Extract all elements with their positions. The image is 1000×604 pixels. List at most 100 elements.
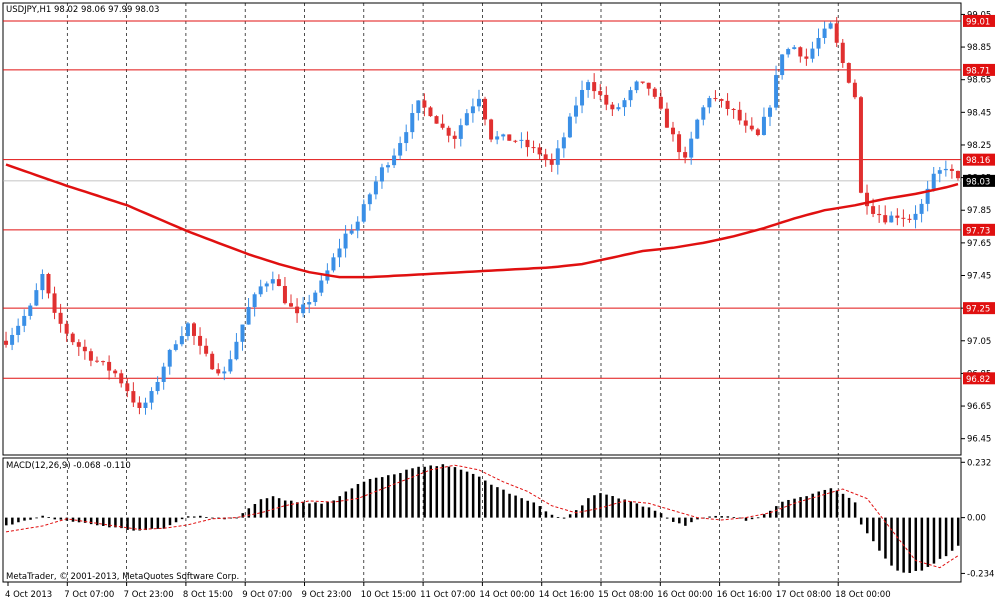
macd-bar: [150, 517, 154, 529]
candle: [792, 44, 797, 50]
macd-y-axis: 0.232 0.00 -0.234: [961, 458, 994, 579]
candle-body: [616, 107, 621, 110]
macd-bar: [95, 517, 99, 526]
candle: [422, 93, 427, 117]
candle-body: [386, 165, 391, 168]
candle-body: [931, 173, 936, 189]
candle-body: [434, 116, 439, 124]
candle: [343, 225, 348, 258]
candle: [573, 96, 578, 124]
macd-bar: [35, 517, 38, 519]
candle: [119, 369, 124, 388]
candle-body: [76, 342, 81, 347]
price-y-tick-label: 98.65: [967, 76, 991, 86]
candle: [701, 105, 706, 126]
candle: [131, 382, 136, 407]
macd-bar: [344, 491, 348, 518]
candle-body: [428, 107, 433, 117]
candle: [755, 127, 760, 137]
candle-body: [82, 346, 87, 352]
macd-bar: [538, 506, 542, 518]
candle: [28, 303, 33, 320]
candle: [798, 46, 803, 63]
candle-body: [252, 294, 257, 308]
macd-bar: [23, 517, 26, 521]
candle-body: [22, 315, 27, 326]
macd-bar: [793, 498, 796, 518]
candle-body: [131, 391, 136, 403]
candle: [664, 102, 669, 128]
candle-body: [707, 98, 712, 108]
candle: [252, 292, 257, 317]
macd-bar: [83, 517, 87, 523]
candle-body: [452, 135, 457, 139]
macd-bar: [623, 499, 626, 518]
candle-body: [464, 113, 469, 126]
macd-bar: [726, 516, 730, 518]
macd-bar: [405, 469, 408, 518]
macd-bar: [775, 506, 778, 518]
candle-body: [410, 113, 415, 133]
macd-bar: [750, 517, 754, 520]
candle-body: [580, 89, 585, 106]
x-tick-label: 4 Oct 2013: [5, 590, 52, 600]
level-lines: 99.01 98.71 98.16 97.73 97.25 96.82: [3, 14, 995, 385]
candle: [925, 180, 930, 212]
macd-bar: [283, 500, 287, 518]
candle: [749, 117, 754, 132]
candle: [458, 118, 463, 147]
candle-body: [573, 105, 578, 117]
candle: [652, 86, 657, 99]
candle: [349, 224, 354, 235]
candle-body: [670, 127, 675, 135]
candle: [470, 98, 475, 123]
candle-body: [925, 188, 930, 204]
candle-body: [501, 134, 506, 137]
candle: [689, 131, 694, 165]
level-label: 96.82: [966, 375, 990, 385]
macd-header: MACD(12,26,9) -0.068 -0.110: [6, 461, 131, 471]
last-price-box: [963, 174, 995, 187]
candle: [640, 81, 645, 85]
candle-body: [113, 370, 118, 374]
candle: [10, 327, 15, 351]
candle-body: [725, 100, 730, 110]
candle-body: [234, 341, 239, 360]
price-y-tick-label: 96.45: [967, 435, 991, 445]
candle: [543, 148, 548, 167]
candle: [101, 360, 106, 366]
candle-body: [240, 324, 245, 342]
candle: [840, 38, 845, 68]
candle-body: [525, 139, 530, 148]
macd-bar: [471, 473, 475, 518]
candle-body: [88, 351, 93, 361]
macd-y-tick-label: -0.234: [967, 569, 994, 579]
candle: [834, 17, 839, 47]
price-y-tick-label: 97.65: [967, 239, 991, 249]
candle-body: [422, 100, 427, 108]
candle: [76, 339, 81, 356]
macd-bar: [156, 517, 160, 529]
x-tick-label: 10 Oct 15:00: [361, 590, 416, 600]
candle-body: [713, 98, 718, 100]
macd-bar: [180, 517, 184, 520]
candle-body: [913, 213, 918, 220]
candle: [670, 121, 675, 142]
grid-lines: [66, 3, 839, 582]
candle-body: [64, 323, 69, 334]
candle: [58, 303, 63, 333]
macd-bar: [411, 468, 414, 518]
candle: [719, 98, 724, 108]
candle-body: [173, 344, 178, 350]
candle: [94, 356, 99, 363]
candle-body: [94, 360, 99, 362]
candle: [113, 368, 118, 378]
candle: [604, 86, 609, 111]
macd-bar: [453, 467, 457, 518]
candle: [22, 309, 27, 333]
candle-body: [780, 54, 785, 76]
macd-bar: [29, 517, 32, 520]
candle: [761, 107, 766, 136]
